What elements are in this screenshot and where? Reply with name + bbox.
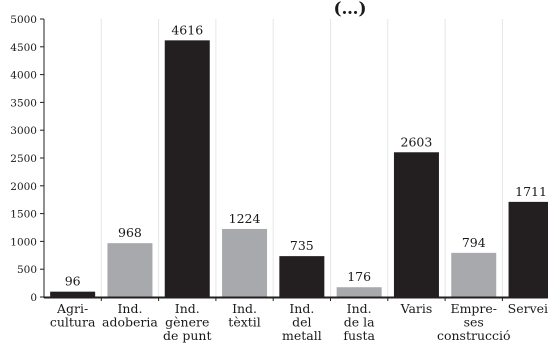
bars-layer [50,40,548,297]
y-tick-label: 3500 [10,97,37,109]
x-category-label: Serveis [508,301,548,316]
x-category-label: Varis [400,301,433,316]
x-category-label-line: Serveis [508,301,548,316]
x-category-label-line: adoberia [102,315,158,330]
x-category-label-line: Ind. [175,301,200,316]
y-tick-label: 500 [17,264,37,276]
bar [508,201,548,297]
x-category-label: Ind. gènere de punt [163,301,212,343]
bar [336,287,382,297]
x-category-label-line: Ind. [347,301,372,316]
bar-value-label: 968 [118,225,142,240]
bar-value-label: 176 [347,269,371,284]
x-category-label-line: Empre- [450,301,497,316]
x-category-label-line: tèxtil [228,315,261,330]
x-category-label-line: Varis [400,301,433,316]
x-category-label-line: de la [344,315,375,330]
x-category-label: Ind. tèxtil [228,301,261,330]
x-category-label-line: de punt [163,328,212,343]
x-category-label-line: Ind. [232,301,257,316]
bar [50,291,96,297]
y-tick-label: 4500 [10,42,37,54]
bar [451,252,497,297]
bar-value-label: 96 [65,274,81,289]
x-category-label-line: metall [282,328,322,343]
chart-title: (…) [333,0,366,19]
bar [107,243,153,297]
y-tick-label: 0 [30,292,37,304]
x-category-label-line: gènere [165,315,209,330]
x-category-label-line: cultura [50,315,96,330]
bar [164,40,210,297]
bar-value-label: 2603 [401,134,433,149]
x-category-label-line: ses [464,315,484,330]
bar-value-label: 4616 [171,22,203,37]
y-tick-label: 1500 [10,209,37,221]
x-category-label: Empre-ses construcció [437,301,511,343]
y-tick-label: 3000 [10,125,37,137]
x-category-label: Ind. del metall [282,301,322,343]
grid-layer [100,19,503,297]
bar [279,256,325,297]
axis-layer: 0 500 1000 1500 2000 2500 3000 3500 4000 4500 5000 [10,14,548,304]
y-tick-label: 5000 [10,14,37,26]
x-category-label: Ind. adoberia [102,301,158,330]
x-category-label: Ind. de la fusta [343,301,375,343]
y-tick-label: 2000 [10,181,37,193]
bar-value-label: 735 [290,238,314,253]
x-category-label-line: construcció [437,328,511,343]
bar-value-label: 1711 [515,184,547,199]
bar-value-label: 794 [462,235,486,250]
x-category-label-line: Agri- [56,301,88,316]
x-category-label-line: del [292,315,311,330]
bar [222,228,268,297]
y-tick-label: 1000 [10,236,37,248]
y-tick-label: 4000 [10,70,37,82]
x-category-label: Agri-cultura [50,301,96,330]
bar-value-label: 1224 [229,211,261,226]
bar [393,152,439,297]
y-tick-label: 2500 [10,153,37,165]
x-category-label-line: Ind. [289,301,314,316]
x-category-label-line: Ind. [117,301,142,316]
x-category-label-line: fusta [343,328,375,343]
